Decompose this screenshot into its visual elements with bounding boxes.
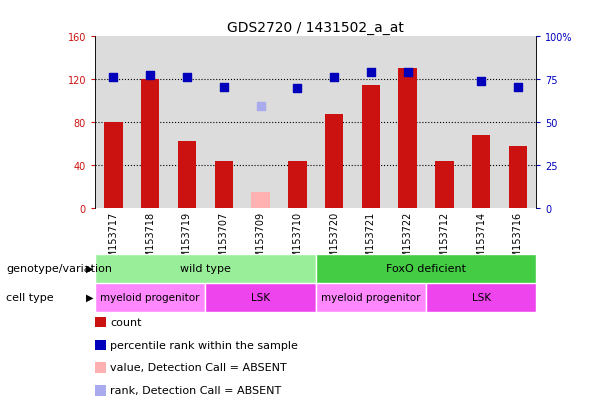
Bar <box>316 254 536 283</box>
Bar <box>509 147 527 209</box>
Bar <box>178 142 196 209</box>
Bar <box>95 37 132 209</box>
Bar <box>141 80 159 209</box>
Bar <box>389 37 426 209</box>
Point <box>256 104 265 110</box>
Text: value, Detection Call = ABSENT: value, Detection Call = ABSENT <box>110 363 287 373</box>
Point <box>366 69 376 76</box>
Text: LSK: LSK <box>471 292 491 302</box>
Title: GDS2720 / 1431502_a_at: GDS2720 / 1431502_a_at <box>227 21 404 35</box>
Bar <box>426 283 536 312</box>
Bar <box>500 37 536 209</box>
Bar <box>435 161 454 209</box>
Point <box>182 75 192 81</box>
Bar <box>325 114 343 209</box>
Bar <box>132 37 169 209</box>
Bar <box>352 37 389 209</box>
Bar <box>242 37 279 209</box>
Text: wild type: wild type <box>180 263 230 273</box>
Bar <box>426 37 463 209</box>
Point <box>329 75 339 81</box>
Text: LSK: LSK <box>251 292 270 302</box>
Text: cell type: cell type <box>6 292 54 302</box>
Bar <box>316 37 352 209</box>
Point <box>109 75 118 81</box>
Point <box>403 69 413 76</box>
Bar <box>251 192 270 209</box>
Bar <box>288 161 306 209</box>
Point <box>292 85 302 92</box>
Bar <box>362 85 380 209</box>
Text: count: count <box>110 317 142 327</box>
Bar <box>95 283 205 312</box>
Point <box>476 79 486 85</box>
Text: FoxO deficient: FoxO deficient <box>386 263 466 273</box>
Bar <box>279 37 316 209</box>
Bar <box>215 161 233 209</box>
Bar <box>463 37 500 209</box>
Text: myeloid progenitor: myeloid progenitor <box>101 292 200 302</box>
Text: ▶: ▶ <box>86 263 93 273</box>
Point <box>145 72 155 79</box>
Bar <box>472 136 490 209</box>
Bar <box>205 37 242 209</box>
Text: percentile rank within the sample: percentile rank within the sample <box>110 340 298 350</box>
Bar <box>169 37 205 209</box>
Bar <box>104 123 123 209</box>
Bar <box>398 69 417 209</box>
Text: myeloid progenitor: myeloid progenitor <box>321 292 421 302</box>
Text: ▶: ▶ <box>86 292 93 302</box>
Bar <box>95 254 316 283</box>
Point <box>219 84 229 91</box>
Point <box>513 84 523 91</box>
Text: rank, Detection Call = ABSENT: rank, Detection Call = ABSENT <box>110 385 281 395</box>
Text: genotype/variation: genotype/variation <box>6 263 112 273</box>
Bar <box>316 283 426 312</box>
Bar <box>205 283 316 312</box>
